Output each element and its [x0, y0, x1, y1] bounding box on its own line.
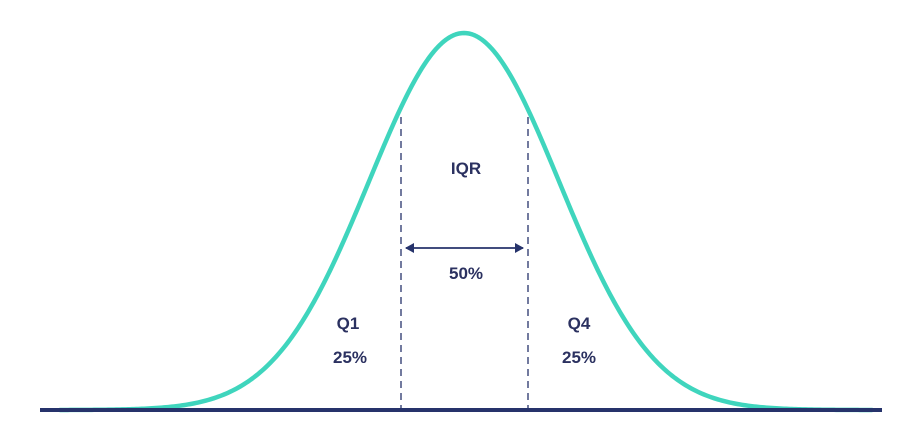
iqr-label: IQR — [451, 159, 481, 178]
normal-distribution-curve — [57, 30, 875, 413]
iqr-percent-label: 50% — [449, 264, 483, 283]
q1-percent-label: 25% — [333, 348, 367, 367]
q4-label: Q4 — [568, 314, 591, 333]
q1-label: Q1 — [337, 314, 360, 333]
q4-percent-label: 25% — [562, 348, 596, 367]
